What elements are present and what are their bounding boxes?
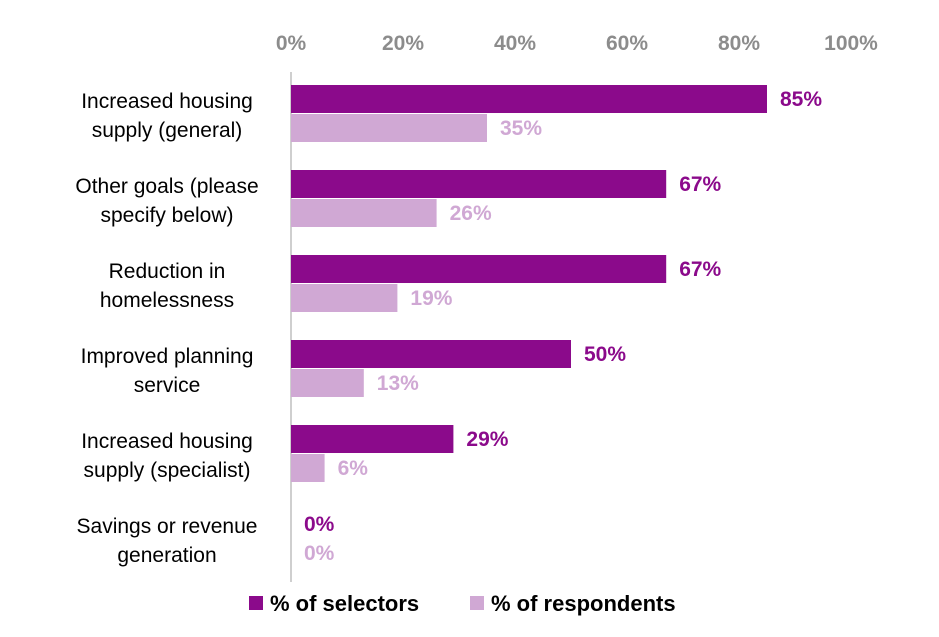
data-labels: 85% 67% 67% 50% 29% 0% 35% 26% 19% 13% 6% 0%: [304, 88, 822, 565]
data-label: 0%: [304, 513, 335, 536]
bars: [291, 85, 767, 482]
bar-respondents: [291, 284, 398, 312]
data-label: 35%: [500, 117, 542, 140]
legend-item: % of respondents: [470, 591, 676, 616]
category-label: Increased housing supply (specialist): [81, 430, 253, 482]
category-label: Reduction in homelessness: [100, 260, 234, 312]
data-label: 85%: [780, 88, 822, 111]
bar-respondents: [291, 369, 364, 397]
legend: % of selectors % of respondents: [249, 591, 676, 616]
legend-label: % of selectors: [270, 591, 419, 616]
bar-respondents: [291, 199, 437, 227]
category-label: Savings or revenue generation: [77, 515, 258, 567]
data-label: 0%: [304, 542, 335, 565]
data-label: 13%: [377, 372, 419, 395]
x-tick-label: 0%: [276, 32, 307, 55]
category-label-line: Savings or revenue: [77, 515, 258, 538]
category-label: Other goals (please specify below): [75, 175, 258, 227]
bar-selectors: [291, 425, 454, 453]
category-label-line: service: [134, 374, 201, 397]
category-label-line: specify below): [100, 204, 233, 227]
category-label-line: Increased housing: [81, 90, 253, 113]
category-label: Increased housing supply (general): [81, 90, 253, 142]
data-label: 26%: [450, 202, 492, 225]
x-tick-label: 60%: [606, 32, 648, 55]
x-tick-label: 80%: [718, 32, 760, 55]
x-axis-ticks: 0% 20% 40% 60% 80% 100%: [276, 32, 878, 55]
bar-respondents: [291, 114, 487, 142]
category-label-line: homelessness: [100, 289, 234, 312]
legend-swatch: [249, 596, 263, 610]
category-label-line: Other goals (please: [75, 175, 258, 198]
data-label: 19%: [410, 287, 452, 310]
category-label-line: Increased housing: [81, 430, 253, 453]
data-label: 50%: [584, 343, 626, 366]
legend-swatch: [470, 596, 484, 610]
data-label: 29%: [466, 428, 508, 451]
bar-selectors: [291, 340, 571, 368]
legend-label: % of respondents: [491, 591, 676, 616]
category-label: Improved planning service: [81, 345, 254, 397]
bar-respondents: [291, 454, 325, 482]
bar-selectors: [291, 255, 667, 283]
bar-selectors: [291, 85, 767, 113]
data-label: 67%: [679, 258, 721, 281]
bar-selectors: [291, 170, 667, 198]
data-label: 6%: [338, 457, 369, 480]
category-labels: Increased housing supply (general) Other g…: [75, 90, 258, 567]
category-label-line: supply (specialist): [84, 459, 251, 482]
category-label-line: Reduction in: [109, 260, 226, 283]
category-label-line: Improved planning: [81, 345, 254, 368]
data-label: 67%: [679, 173, 721, 196]
x-tick-label: 40%: [494, 32, 536, 55]
x-tick-label: 100%: [824, 32, 878, 55]
x-tick-label: 20%: [382, 32, 424, 55]
category-label-line: supply (general): [92, 119, 243, 142]
legend-item: % of selectors: [249, 591, 419, 616]
category-label-line: generation: [117, 544, 216, 567]
